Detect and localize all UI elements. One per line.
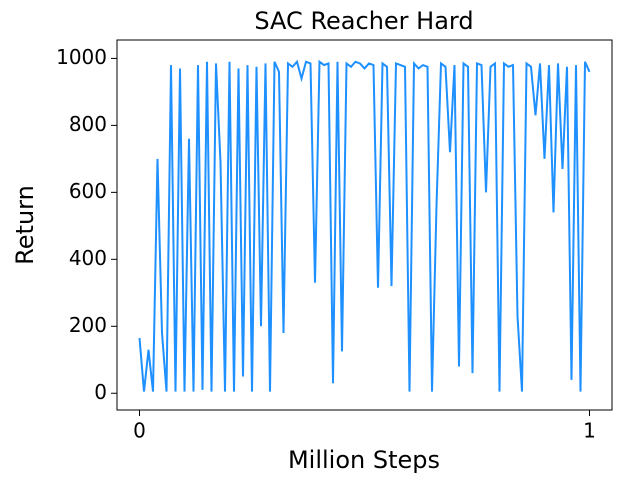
y-tick-label: 0 [94,380,107,404]
line [138,59,591,392]
chart-title: SAC Reacher Hard [254,7,473,35]
y-axis-label: Return [11,185,39,265]
y-tick-label: 800 [69,112,107,136]
plot-frame [116,39,613,411]
x-axis-label: Million Steps [288,446,440,474]
y-tick-label: 1000 [56,45,107,69]
x-tick-label: 0 [133,419,146,443]
y-tick-label: 200 [69,313,107,337]
x-tick-label: 1 [583,419,596,443]
y-tick-label: 600 [69,179,107,203]
y-tick-label: 400 [69,246,107,270]
